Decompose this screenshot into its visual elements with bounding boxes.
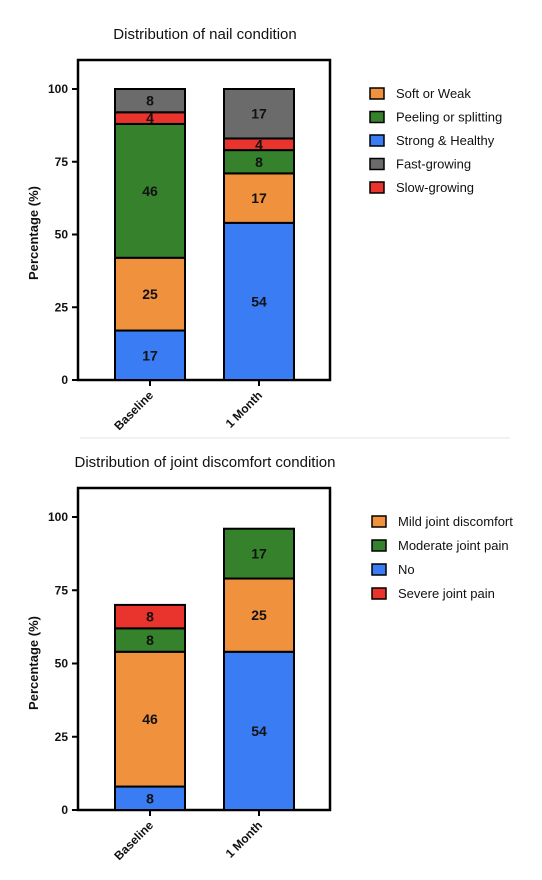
data-label: 54 [251, 723, 267, 739]
y-tick-label: 25 [55, 300, 69, 314]
data-label: 17 [142, 347, 158, 363]
x-tick-label: 1 Month [223, 818, 265, 860]
data-label: 17 [251, 190, 267, 206]
y-tick-label: 0 [61, 373, 68, 387]
chart-title: Distribution of joint discomfort conditi… [75, 454, 336, 471]
legend-swatch-moderate-joint-pain [371, 539, 387, 552]
data-label: 8 [146, 93, 154, 109]
joint-discomfort-chart: Distribution of joint discomfort conditi… [26, 454, 513, 863]
data-label: 17 [251, 546, 267, 562]
chart-title: Distribution of nail condition [113, 26, 296, 43]
data-label: 46 [142, 711, 158, 727]
data-label: 4 [146, 110, 154, 126]
data-label: 8 [255, 154, 263, 170]
data-label: 8 [146, 790, 154, 806]
x-tick-label: 1 Month [223, 388, 265, 430]
y-axis-label: Percentage (%) [26, 186, 41, 280]
y-tick-label: 100 [48, 510, 68, 524]
data-label: 25 [251, 607, 267, 623]
bar-segment-baseline-fast-growing [114, 88, 186, 114]
bar-segment-1-month-fast-growing [223, 88, 295, 140]
nail-condition-chart: Distribution of nail condition Percentag… [26, 26, 502, 433]
data-label: 25 [142, 286, 158, 302]
legend-swatch-peeling-or-splitting [369, 110, 385, 124]
legend-swatch-fast-growing [369, 157, 385, 171]
bar-segment-1-month-moderate-joint-pain [223, 527, 295, 580]
legend-swatch-strong-healthy [369, 134, 385, 147]
y-tick-label: 50 [55, 228, 69, 242]
legend-label-no: No [398, 562, 415, 577]
legend-label-mild-joint-discomfort: Mild joint discomfort [398, 514, 513, 529]
legend-swatch-no [371, 563, 387, 576]
bar-segment-baseline-peeling-or-splitting [114, 122, 186, 259]
plot-frame [76, 58, 332, 382]
data-label: 8 [146, 609, 154, 625]
x-tick-label: Baseline [111, 388, 156, 433]
y-axis-label: Percentage (%) [26, 616, 41, 710]
y-tick-label: 0 [61, 803, 68, 817]
legend-label-fast-growing: Fast-growing [396, 157, 471, 172]
data-label: 8 [146, 632, 154, 648]
y-tick-label: 75 [55, 155, 69, 169]
y-tick-label: 50 [55, 657, 69, 671]
data-label: 4 [255, 136, 263, 152]
bar-segment-baseline-severe-joint-pain [114, 603, 186, 630]
bar-segment-1-month-mild-joint-discomfort [223, 577, 295, 653]
legend-swatch-mild-joint-discomfort [371, 515, 387, 528]
legend-label-moderate-joint-pain: Moderate joint pain [398, 538, 509, 553]
bar-segment-1-month-strong-healthy [223, 221, 295, 381]
y-tick-label: 25 [55, 730, 69, 744]
bar-segment-baseline-mild-joint-discomfort [114, 650, 186, 788]
data-label: 17 [251, 106, 267, 122]
legend-label-strong-healthy: Strong & Healthy [396, 133, 495, 148]
bar-segment-baseline-soft-or-weak [114, 256, 186, 332]
plot-frame [76, 486, 332, 812]
data-label: 54 [251, 293, 267, 309]
y-tick-label: 75 [55, 583, 69, 597]
legend-label-severe-joint-pain: Severe joint pain [398, 586, 495, 601]
legend-swatch-soft-or-weak [369, 87, 385, 100]
data-label: 46 [142, 183, 158, 199]
legend-swatch-slow-growing [369, 181, 385, 194]
legend-label-soft-or-weak: Soft or Weak [396, 86, 471, 101]
legend-label-slow-growing: Slow-growing [396, 180, 474, 195]
legend-label-peeling-or-splitting: Peeling or splitting [396, 110, 502, 125]
legend-swatch-severe-joint-pain [371, 587, 387, 600]
y-tick-label: 100 [48, 82, 68, 96]
x-tick-label: Baseline [111, 818, 156, 863]
